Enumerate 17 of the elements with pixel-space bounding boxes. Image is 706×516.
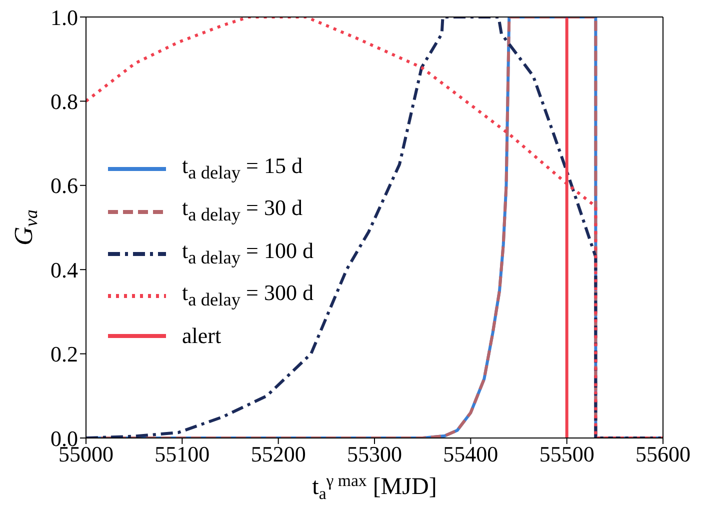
- x-tick-label: 55200: [250, 442, 306, 467]
- y-tick-label: 0.2: [50, 342, 78, 367]
- y-tick-label: 0.8: [50, 89, 78, 114]
- y-tick-label: 0.4: [50, 257, 78, 282]
- x-tick-label: 55600: [636, 442, 690, 467]
- legend-label: t$_{a delay}$ = 15 d: [182, 152, 302, 184]
- y-tick-label: 1.0: [50, 4, 78, 30]
- x-tick-label: 55300: [347, 442, 402, 467]
- y-tick-label: 0.6: [50, 173, 78, 198]
- x-axis-title: t$_{a}$$^{γ max}$ [MJD]: [312, 471, 437, 504]
- legend-label: t$_{a delay}$ = 300 d: [182, 279, 314, 312]
- x-tick-label: 55500: [539, 442, 594, 467]
- legend-label: t$_{a delay}$ = 100 d: [182, 236, 314, 270]
- x-tick-label: 55400: [443, 442, 498, 467]
- legend-label: t$_{a delay}$ = 30 d: [182, 194, 302, 227]
- legend-label: alert: [182, 322, 222, 350]
- x-tick-label: 55100: [154, 442, 210, 467]
